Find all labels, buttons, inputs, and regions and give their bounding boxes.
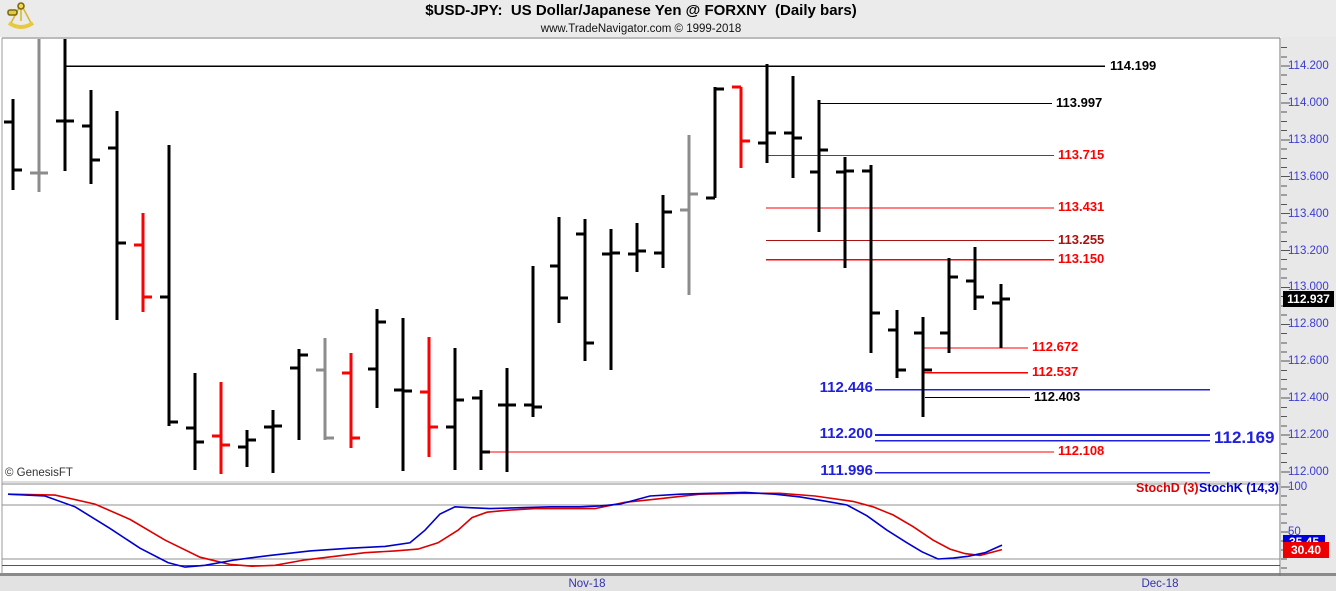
price-bar (732, 85, 750, 169)
price-bar (680, 135, 698, 295)
price-bar (446, 348, 464, 471)
price-panel-background (2, 38, 1280, 482)
stochd-legend-label: StochD (3) (1136, 481, 1199, 495)
price-bar (706, 87, 724, 200)
price-bar (888, 310, 906, 378)
level-label-113.997: 113.997 (1056, 94, 1103, 110)
chart-subtitle: www.TradeNavigator.com © 1999-2018 (540, 23, 742, 35)
level-label-112.446: 112.446 (819, 379, 873, 397)
price-bar (966, 246, 984, 311)
level-label-112.200: 112.200 (819, 424, 873, 442)
price-bar (108, 111, 126, 321)
xaxis-strip (0, 576, 1336, 591)
price-bar (836, 156, 854, 269)
price-axis-label: 114.000 (1288, 96, 1329, 109)
price-bar (498, 368, 516, 473)
price-bar (810, 99, 828, 233)
price-bar (394, 318, 412, 471)
price-bar (4, 99, 22, 190)
price-bar (992, 284, 1010, 349)
price-bar (264, 410, 282, 474)
level-label-113.431: 113.431 (1058, 199, 1105, 215)
price-bar (472, 389, 490, 471)
level-label-111.996: 111.996 (820, 462, 873, 480)
level-label-114.199: 114.199 (1110, 57, 1157, 73)
price-bar (602, 228, 620, 371)
level-label-113.255: 113.255 (1058, 231, 1105, 247)
price-bar (160, 144, 178, 426)
price-bar (914, 317, 932, 417)
price-axis-label: 113.000 (1288, 281, 1329, 294)
price-axis-label: 112.200 (1288, 429, 1329, 441)
genesisft-watermark: © GenesisFT (5, 467, 73, 479)
price-bar (238, 430, 256, 467)
price-bar (940, 258, 958, 354)
price-bar (550, 216, 568, 324)
price-axis-label: 112.600 (1288, 355, 1329, 368)
month-label-Dec-18: Dec-18 (1141, 578, 1179, 590)
price-axis-label: 112.400 (1288, 392, 1329, 405)
price-axis-label: 114.200 (1288, 60, 1329, 72)
price-bar (56, 39, 74, 171)
price-axis-label: 113.600 (1288, 170, 1329, 183)
price-axis-label: 113.200 (1288, 244, 1329, 257)
level-label-112.108: 112.108 (1058, 443, 1105, 459)
price-axis-label: 112.800 (1288, 318, 1329, 331)
stoch-d-value-badge: 30.40 (1283, 542, 1329, 558)
header-strip (0, 0, 1336, 37)
price-bar (862, 165, 880, 354)
stoch-axis-label: 100 (1288, 481, 1308, 493)
price-bar (654, 194, 672, 269)
price-bar (368, 308, 386, 409)
stoch-panel[interactable] (2, 484, 1280, 566)
price-axis-label: 112.000 (1288, 465, 1329, 478)
bottom-separator (0, 573, 1336, 576)
price-bar (342, 353, 360, 448)
stochk-legend-label: StochK (14,3) (1199, 481, 1279, 495)
price-bar (758, 64, 776, 164)
price-bar (784, 75, 802, 178)
level-label-112.169: 112.169 (1214, 428, 1275, 448)
price-bar (134, 213, 152, 312)
level-label-112.403: 112.403 (1034, 389, 1081, 405)
stoch-curve-stochd (7, 492, 1003, 568)
trade-navigator-sextant-logo-icon (5, 1, 37, 38)
price-bar (212, 382, 230, 474)
price-bar (30, 39, 48, 193)
price-bar (186, 373, 204, 471)
price-bar (524, 265, 542, 417)
level-label-112.672: 112.672 (1032, 339, 1079, 355)
price-bar (420, 337, 438, 457)
price-axis-label: 113.400 (1288, 207, 1329, 220)
price-bar (290, 349, 308, 440)
price-bar (628, 223, 646, 273)
price-bar (576, 218, 594, 362)
level-label-113.715: 113.715 (1058, 146, 1105, 162)
price-bar (316, 337, 334, 440)
level-label-113.150: 113.150 (1058, 251, 1105, 267)
last-price-badge: 112.937 (1283, 291, 1334, 307)
level-label-112.537: 112.537 (1032, 364, 1079, 380)
price-bar (82, 89, 100, 185)
month-label-Nov-18: Nov-18 (568, 578, 606, 590)
price-axis-label: 113.800 (1288, 133, 1329, 146)
chart-title: $USD-JPY: US Dollar/Japanese Yen @ FORXN… (425, 2, 857, 19)
stoch-curve-stochk (7, 491, 1003, 568)
